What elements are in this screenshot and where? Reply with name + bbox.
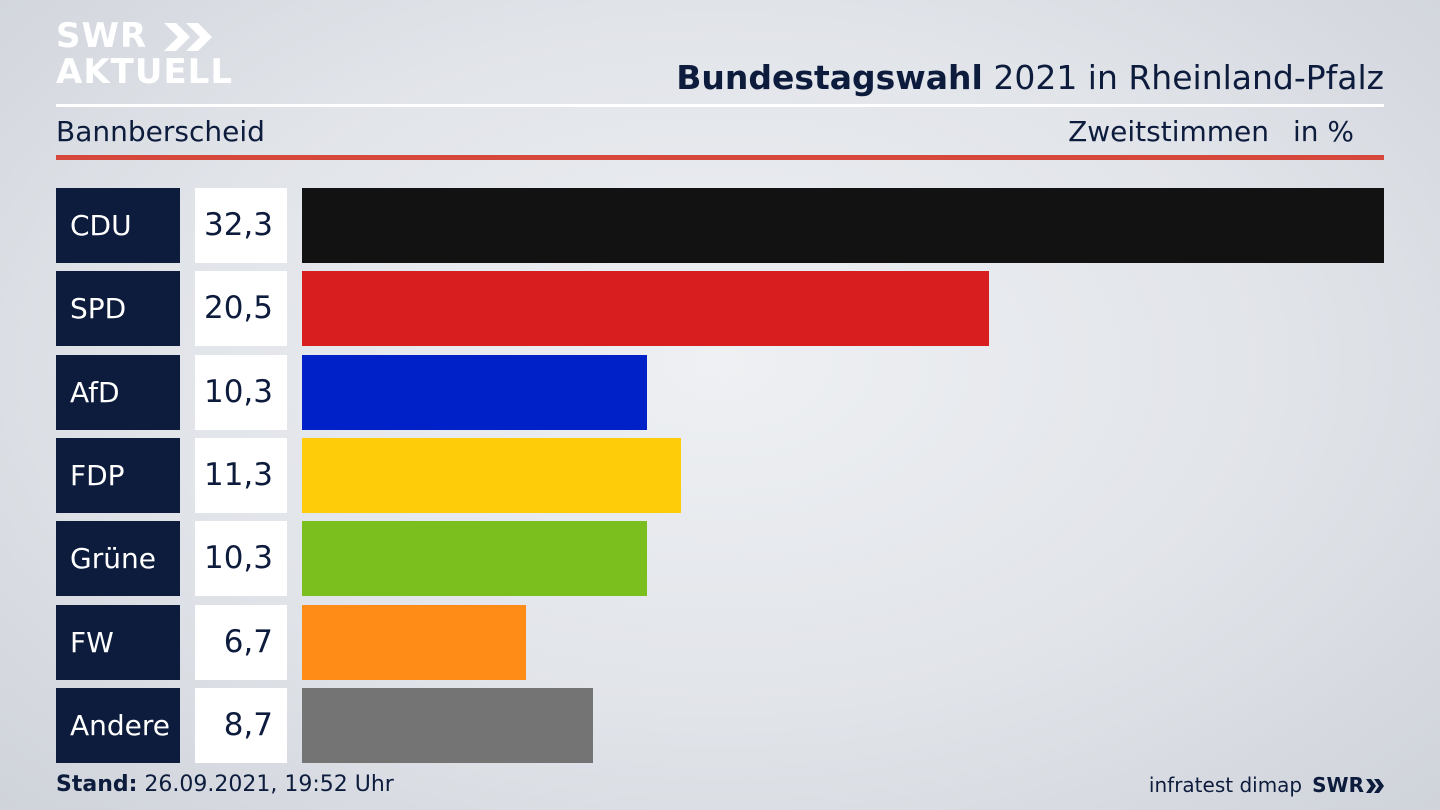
bar-grüne bbox=[302, 521, 648, 597]
chart-row-cdu: CDU 32,3 bbox=[56, 188, 1384, 263]
unit-label: in % bbox=[1292, 115, 1354, 148]
data-label: 10,3 bbox=[195, 521, 287, 597]
data-label: 11,3 bbox=[195, 437, 287, 513]
party-label: CDU bbox=[56, 188, 180, 263]
data-label: 20,5 bbox=[195, 271, 287, 347]
chart-row-fw: FW 6,7 bbox=[56, 604, 1384, 680]
chart-row-andere: Andere 8,7 bbox=[56, 687, 1384, 763]
bar-afd bbox=[302, 354, 648, 430]
chart-row-fdp: FDP 11,3 bbox=[56, 437, 1384, 513]
bar-spd bbox=[302, 271, 989, 347]
stand-label: Stand: bbox=[56, 772, 138, 797]
accent-divider bbox=[56, 155, 1384, 160]
title-bold: Bundestagswahl bbox=[676, 58, 983, 97]
party-label: Grüne bbox=[56, 521, 180, 597]
data-label: 32,3 bbox=[195, 188, 287, 263]
logo-line1: SWR bbox=[56, 16, 148, 56]
data-label: 10,3 bbox=[195, 354, 287, 430]
party-label: Andere bbox=[56, 687, 180, 763]
swr-aktuell-logo: SWR AKTUELL bbox=[56, 16, 232, 92]
footer-chevron-icon bbox=[1366, 779, 1384, 793]
double-chevron-icon bbox=[164, 23, 212, 51]
region-label: Bannberscheid bbox=[56, 115, 265, 148]
party-label: FW bbox=[56, 604, 180, 680]
bar-cdu bbox=[302, 188, 1384, 263]
footer-swr-logo: SWR bbox=[1312, 773, 1364, 797]
bar-fw bbox=[302, 604, 527, 680]
vote-type-label: Zweitstimmen bbox=[1068, 115, 1269, 148]
data-label: 6,7 bbox=[195, 604, 287, 680]
stand-value: 26.09.2021, 19:52 Uhr bbox=[137, 772, 394, 797]
party-label: AfD bbox=[56, 354, 180, 430]
page-title: Bundestagswahl 2021 in Rheinland-Pfalz bbox=[676, 58, 1384, 98]
header-divider bbox=[56, 104, 1384, 107]
party-label: FDP bbox=[56, 437, 180, 513]
chart-row-spd: SPD 20,5 bbox=[56, 271, 1384, 347]
bar-andere bbox=[302, 687, 594, 763]
data-label: 8,7 bbox=[195, 687, 287, 763]
title-rest: 2021 in Rheinland-Pfalz bbox=[982, 58, 1384, 97]
party-label: SPD bbox=[56, 271, 180, 347]
bar-fdp bbox=[302, 437, 681, 513]
timestamp: Stand: 26.09.2021, 19:52 Uhr bbox=[56, 770, 394, 800]
chart-row-afd: AfD 10,3 bbox=[56, 354, 1384, 430]
source-name: infratest dimap bbox=[1148, 773, 1303, 797]
chart-row-grüne: Grüne 10,3 bbox=[56, 521, 1384, 597]
logo-line2: AKTUELL bbox=[56, 52, 234, 92]
source-credit: infratest dimap SWR bbox=[1149, 770, 1384, 800]
